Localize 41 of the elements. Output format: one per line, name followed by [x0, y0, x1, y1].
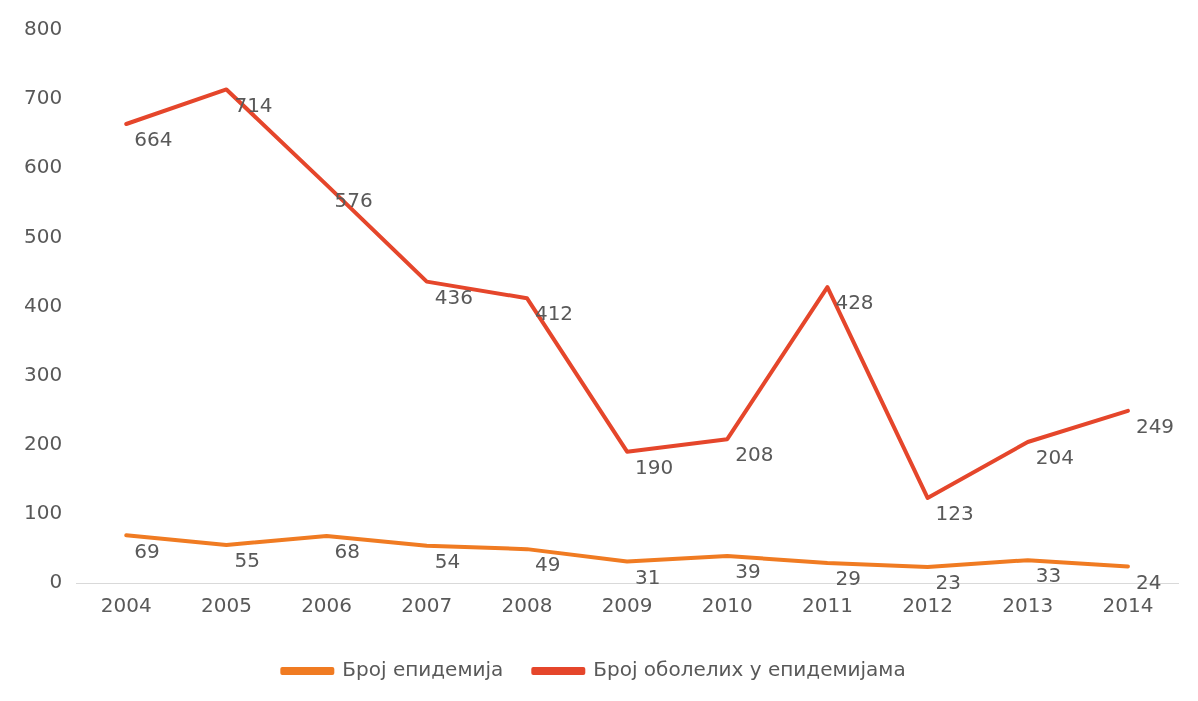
y-tick-label: 100 — [23, 500, 63, 525]
data-label: 436 — [434, 284, 473, 309]
y-tick-label: 700 — [23, 85, 63, 110]
data-label: 208 — [735, 442, 774, 467]
x-tick-label: 2013 — [1002, 593, 1054, 618]
data-label: 123 — [935, 501, 974, 526]
y-tick-label: 800 — [23, 16, 63, 41]
x-tick-label: 2008 — [501, 593, 553, 618]
data-label: 204 — [1035, 445, 1074, 470]
data-label: 68 — [334, 539, 361, 564]
x-tick-label: 2010 — [701, 593, 753, 618]
x-tick-label: 2012 — [902, 593, 954, 618]
x-tick-label: 2009 — [601, 593, 653, 618]
data-label: 29 — [835, 566, 861, 591]
x-tick-label: 2007 — [401, 593, 453, 618]
data-label: 23 — [935, 570, 962, 595]
data-label: 428 — [835, 290, 874, 315]
x-tick-label: 2006 — [301, 593, 353, 618]
x-tick-label: 2005 — [200, 593, 252, 618]
y-tick-label: 400 — [23, 292, 63, 317]
y-tick-label: 300 — [23, 361, 63, 386]
x-tick-label: 2014 — [1102, 593, 1154, 618]
data-label: 33 — [1035, 563, 1062, 588]
legend-label: Број епидемија — [342, 657, 504, 682]
data-label: 69 — [134, 538, 160, 563]
data-label: 24 — [1135, 569, 1162, 594]
y-tick-label: 200 — [23, 430, 63, 455]
data-label: 49 — [534, 552, 561, 577]
data-label: 190 — [635, 454, 674, 479]
data-label: 31 — [635, 564, 661, 589]
y-tick-label: 500 — [23, 223, 63, 248]
data-label: 249 — [1135, 414, 1175, 439]
data-label: 39 — [735, 559, 761, 584]
y-tick-label: 0 — [49, 569, 63, 594]
legend-label: Број оболелих у епидемијама — [593, 657, 906, 682]
data-label: 54 — [434, 548, 461, 573]
y-tick-label: 600 — [23, 154, 63, 179]
data-label: 55 — [234, 548, 260, 573]
data-label: 664 — [134, 127, 173, 152]
x-tick-label: 2011 — [801, 593, 853, 618]
x-tick-label: 2004 — [100, 593, 152, 618]
